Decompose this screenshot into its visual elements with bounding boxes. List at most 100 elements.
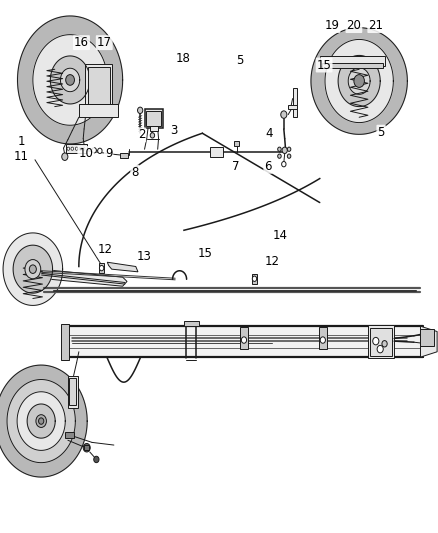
Bar — [85, 64, 112, 107]
Circle shape — [71, 147, 74, 150]
Text: 5: 5 — [378, 126, 385, 139]
Text: 12: 12 — [98, 243, 113, 256]
Text: 13: 13 — [136, 251, 151, 263]
Polygon shape — [420, 326, 437, 357]
Circle shape — [25, 260, 41, 279]
Bar — [184, 321, 199, 326]
Text: 15: 15 — [198, 247, 212, 260]
Text: 2: 2 — [138, 128, 145, 141]
Polygon shape — [311, 28, 407, 134]
Bar — [65, 432, 74, 438]
Bar — [99, 263, 104, 273]
Bar — [320, 56, 385, 66]
Bar — [150, 126, 158, 131]
Bar — [420, 329, 434, 346]
Polygon shape — [0, 365, 87, 477]
Polygon shape — [348, 68, 370, 94]
Polygon shape — [13, 245, 53, 293]
Circle shape — [150, 133, 155, 138]
Bar — [79, 104, 118, 117]
Text: 8: 8 — [131, 166, 138, 179]
Bar — [240, 327, 248, 349]
Polygon shape — [3, 233, 63, 305]
Text: 9: 9 — [105, 147, 113, 160]
Circle shape — [92, 148, 96, 153]
Text: 12: 12 — [265, 255, 280, 268]
Circle shape — [66, 75, 74, 85]
Bar — [370, 328, 392, 356]
Text: 17: 17 — [97, 36, 112, 49]
Circle shape — [79, 147, 82, 150]
Text: 14: 14 — [273, 229, 288, 242]
Bar — [368, 325, 394, 358]
Bar — [68, 326, 423, 357]
Bar — [61, 324, 69, 360]
Bar — [210, 147, 223, 157]
Text: 11: 11 — [14, 150, 28, 163]
Circle shape — [278, 147, 281, 151]
Circle shape — [67, 147, 70, 150]
Text: 16: 16 — [74, 36, 89, 49]
Polygon shape — [33, 35, 107, 125]
Polygon shape — [27, 404, 55, 438]
Bar — [234, 141, 239, 146]
Circle shape — [278, 154, 281, 158]
Polygon shape — [35, 269, 127, 286]
Text: 19: 19 — [325, 19, 339, 32]
Bar — [288, 105, 297, 109]
Polygon shape — [338, 55, 380, 107]
Circle shape — [99, 265, 104, 271]
Circle shape — [382, 341, 387, 347]
Bar — [68, 376, 78, 408]
Polygon shape — [325, 39, 393, 123]
Bar — [322, 63, 383, 68]
Circle shape — [373, 337, 379, 345]
Text: 21: 21 — [368, 19, 383, 32]
Circle shape — [287, 154, 291, 158]
Text: 5: 5 — [237, 54, 244, 67]
Bar — [252, 274, 257, 284]
Polygon shape — [50, 56, 90, 104]
Text: 6: 6 — [264, 160, 272, 173]
Circle shape — [354, 75, 364, 87]
Bar — [120, 153, 128, 158]
Circle shape — [83, 443, 90, 452]
Circle shape — [282, 161, 286, 167]
Bar — [145, 109, 163, 128]
Circle shape — [39, 418, 44, 424]
Circle shape — [29, 265, 36, 273]
Text: 18: 18 — [176, 52, 191, 65]
Circle shape — [241, 337, 247, 343]
Circle shape — [98, 148, 102, 154]
Circle shape — [252, 276, 257, 281]
Text: 1: 1 — [18, 135, 26, 148]
Circle shape — [282, 147, 287, 154]
Bar — [293, 88, 297, 117]
Bar — [66, 144, 87, 153]
Circle shape — [82, 147, 85, 150]
Bar — [319, 327, 327, 349]
Polygon shape — [107, 262, 138, 272]
Bar — [146, 111, 161, 126]
Circle shape — [281, 111, 287, 118]
Circle shape — [320, 337, 325, 343]
Polygon shape — [17, 392, 65, 450]
Polygon shape — [18, 16, 123, 144]
Circle shape — [377, 345, 383, 353]
Text: 4: 4 — [265, 127, 273, 140]
Polygon shape — [60, 68, 80, 92]
Text: 20: 20 — [346, 19, 361, 32]
Circle shape — [75, 147, 78, 150]
Circle shape — [62, 153, 68, 160]
Text: 3: 3 — [171, 124, 178, 137]
Circle shape — [287, 147, 291, 151]
Bar — [69, 378, 76, 405]
Circle shape — [36, 415, 46, 427]
Text: 7: 7 — [232, 160, 240, 173]
Polygon shape — [7, 379, 75, 463]
Text: 10: 10 — [78, 147, 93, 160]
Circle shape — [138, 107, 143, 114]
Bar — [84, 445, 89, 450]
Bar — [88, 67, 110, 104]
Circle shape — [94, 456, 99, 463]
